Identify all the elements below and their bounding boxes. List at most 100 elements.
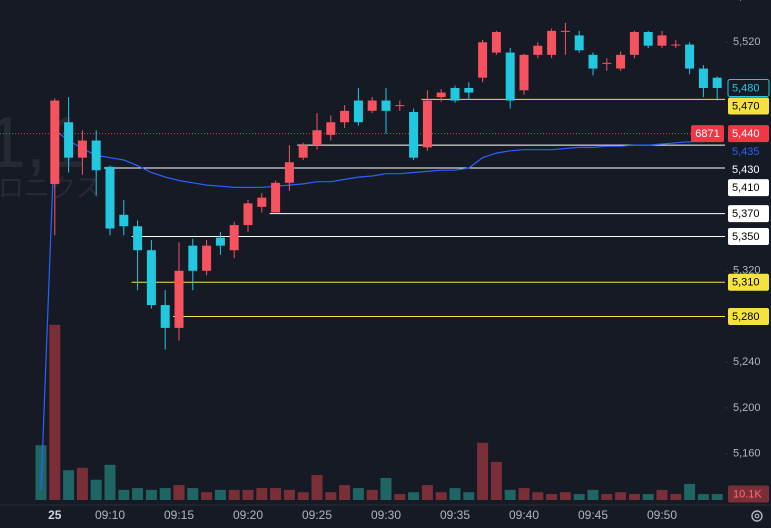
- volume-bar: [352, 488, 364, 500]
- candle-body: [91, 140, 101, 171]
- candle-body: [574, 35, 584, 51]
- x-tick-label: 09:25: [302, 508, 332, 522]
- volume-bar: [118, 489, 130, 500]
- volume-bar: [532, 492, 544, 500]
- price-label-box: [727, 78, 770, 97]
- volume-bar: [325, 492, 337, 500]
- candle-body: [229, 225, 239, 251]
- price-label: 5,435: [732, 146, 760, 158]
- y-tick-label: 5,560: [733, 0, 761, 2]
- candle-body: [409, 111, 419, 158]
- volume-bar: [201, 492, 213, 500]
- volume-label: 10.1K: [733, 488, 762, 500]
- volume-bar: [518, 488, 530, 500]
- volume-bar: [394, 494, 406, 500]
- candle-body: [519, 54, 529, 91]
- volume-bar: [270, 488, 282, 500]
- price-label: 5,480: [732, 82, 760, 94]
- price-label-box: [728, 143, 769, 161]
- price-label-box: [728, 228, 769, 246]
- volume-bar: [311, 474, 323, 500]
- candle-body: [340, 110, 350, 123]
- candle-body: [160, 305, 170, 328]
- volume-bar: [601, 494, 613, 500]
- volume-label-box: [728, 485, 769, 503]
- candle-body: [671, 44, 681, 46]
- candle-body: [533, 45, 543, 55]
- volume-bar: [656, 489, 668, 500]
- candle-body: [657, 35, 667, 46]
- settings-icon[interactable]: [751, 510, 763, 522]
- volume-bar: [670, 494, 682, 500]
- price-label-box: [728, 97, 769, 115]
- y-tick-label: 5,200: [733, 402, 761, 414]
- candle-body: [353, 100, 363, 123]
- volume-bar: [573, 494, 585, 500]
- volume-bar: [187, 488, 199, 500]
- candle-body: [478, 42, 488, 78]
- x-tick-label: 25: [48, 508, 62, 522]
- volume-bar: [380, 477, 392, 500]
- volume-bar: [283, 489, 295, 500]
- volume-bar: [228, 489, 240, 500]
- price-label: 5,470: [732, 100, 760, 112]
- volume-bar: [587, 489, 599, 500]
- candle-body: [381, 100, 391, 111]
- candle-body: [602, 62, 612, 64]
- candle-body: [436, 92, 446, 98]
- volume-bar: [76, 467, 88, 500]
- volume-bar: [559, 492, 571, 500]
- price-label: 5,440: [732, 128, 760, 140]
- candle-body: [77, 140, 87, 158]
- volume-bar: [449, 488, 461, 500]
- candle-body: [202, 245, 212, 271]
- volume-bar: [145, 489, 157, 500]
- symbol-label: 6871: [695, 128, 719, 140]
- x-tick-label: 09:45: [578, 508, 608, 522]
- volume-bar: [435, 492, 447, 500]
- candle-body: [422, 100, 432, 148]
- volume-bar: [366, 489, 378, 500]
- candle-body: [616, 54, 626, 69]
- volume-bar: [132, 488, 144, 500]
- candle-body: [298, 145, 308, 158]
- x-tick-label: 09:30: [371, 508, 401, 522]
- price-label-box: [728, 179, 769, 197]
- candle-body: [395, 105, 405, 107]
- volume-bar: [504, 489, 516, 500]
- x-tick-label: 09:20: [233, 508, 263, 522]
- volume-bar: [173, 485, 185, 500]
- volume-bar: [104, 464, 116, 500]
- candle-body: [133, 226, 143, 251]
- candle-body: [712, 77, 722, 88]
- plot-area: [0, 22, 725, 500]
- candle-body: [326, 122, 336, 135]
- candle-body: [243, 203, 253, 226]
- volume-bar: [421, 485, 433, 500]
- y-tick-label: 5,320: [733, 265, 761, 277]
- price-label-box: [728, 205, 769, 223]
- candle-body: [146, 250, 156, 306]
- volume-bar: [490, 461, 502, 500]
- volume-bar: [628, 494, 640, 500]
- volume-bar: [546, 494, 558, 500]
- symbol-label-box: [691, 125, 724, 143]
- candle-body: [685, 44, 695, 69]
- x-tick-label: 09:40: [509, 508, 539, 522]
- candle-body: [588, 54, 598, 69]
- price-label: 5,280: [732, 311, 760, 323]
- x-tick-label: 09:15: [164, 508, 194, 522]
- candle-body: [367, 100, 377, 111]
- volume-bar: [711, 493, 723, 500]
- volume-bar: [477, 442, 489, 500]
- volume-bar: [242, 489, 254, 500]
- volume-bar: [159, 488, 171, 500]
- x-tick-label: 09:50: [647, 508, 677, 522]
- candle-body: [257, 197, 267, 207]
- volume-bar: [297, 492, 309, 500]
- volume-bar: [408, 492, 420, 500]
- volume-bar: [642, 494, 654, 500]
- candle-body: [284, 162, 294, 183]
